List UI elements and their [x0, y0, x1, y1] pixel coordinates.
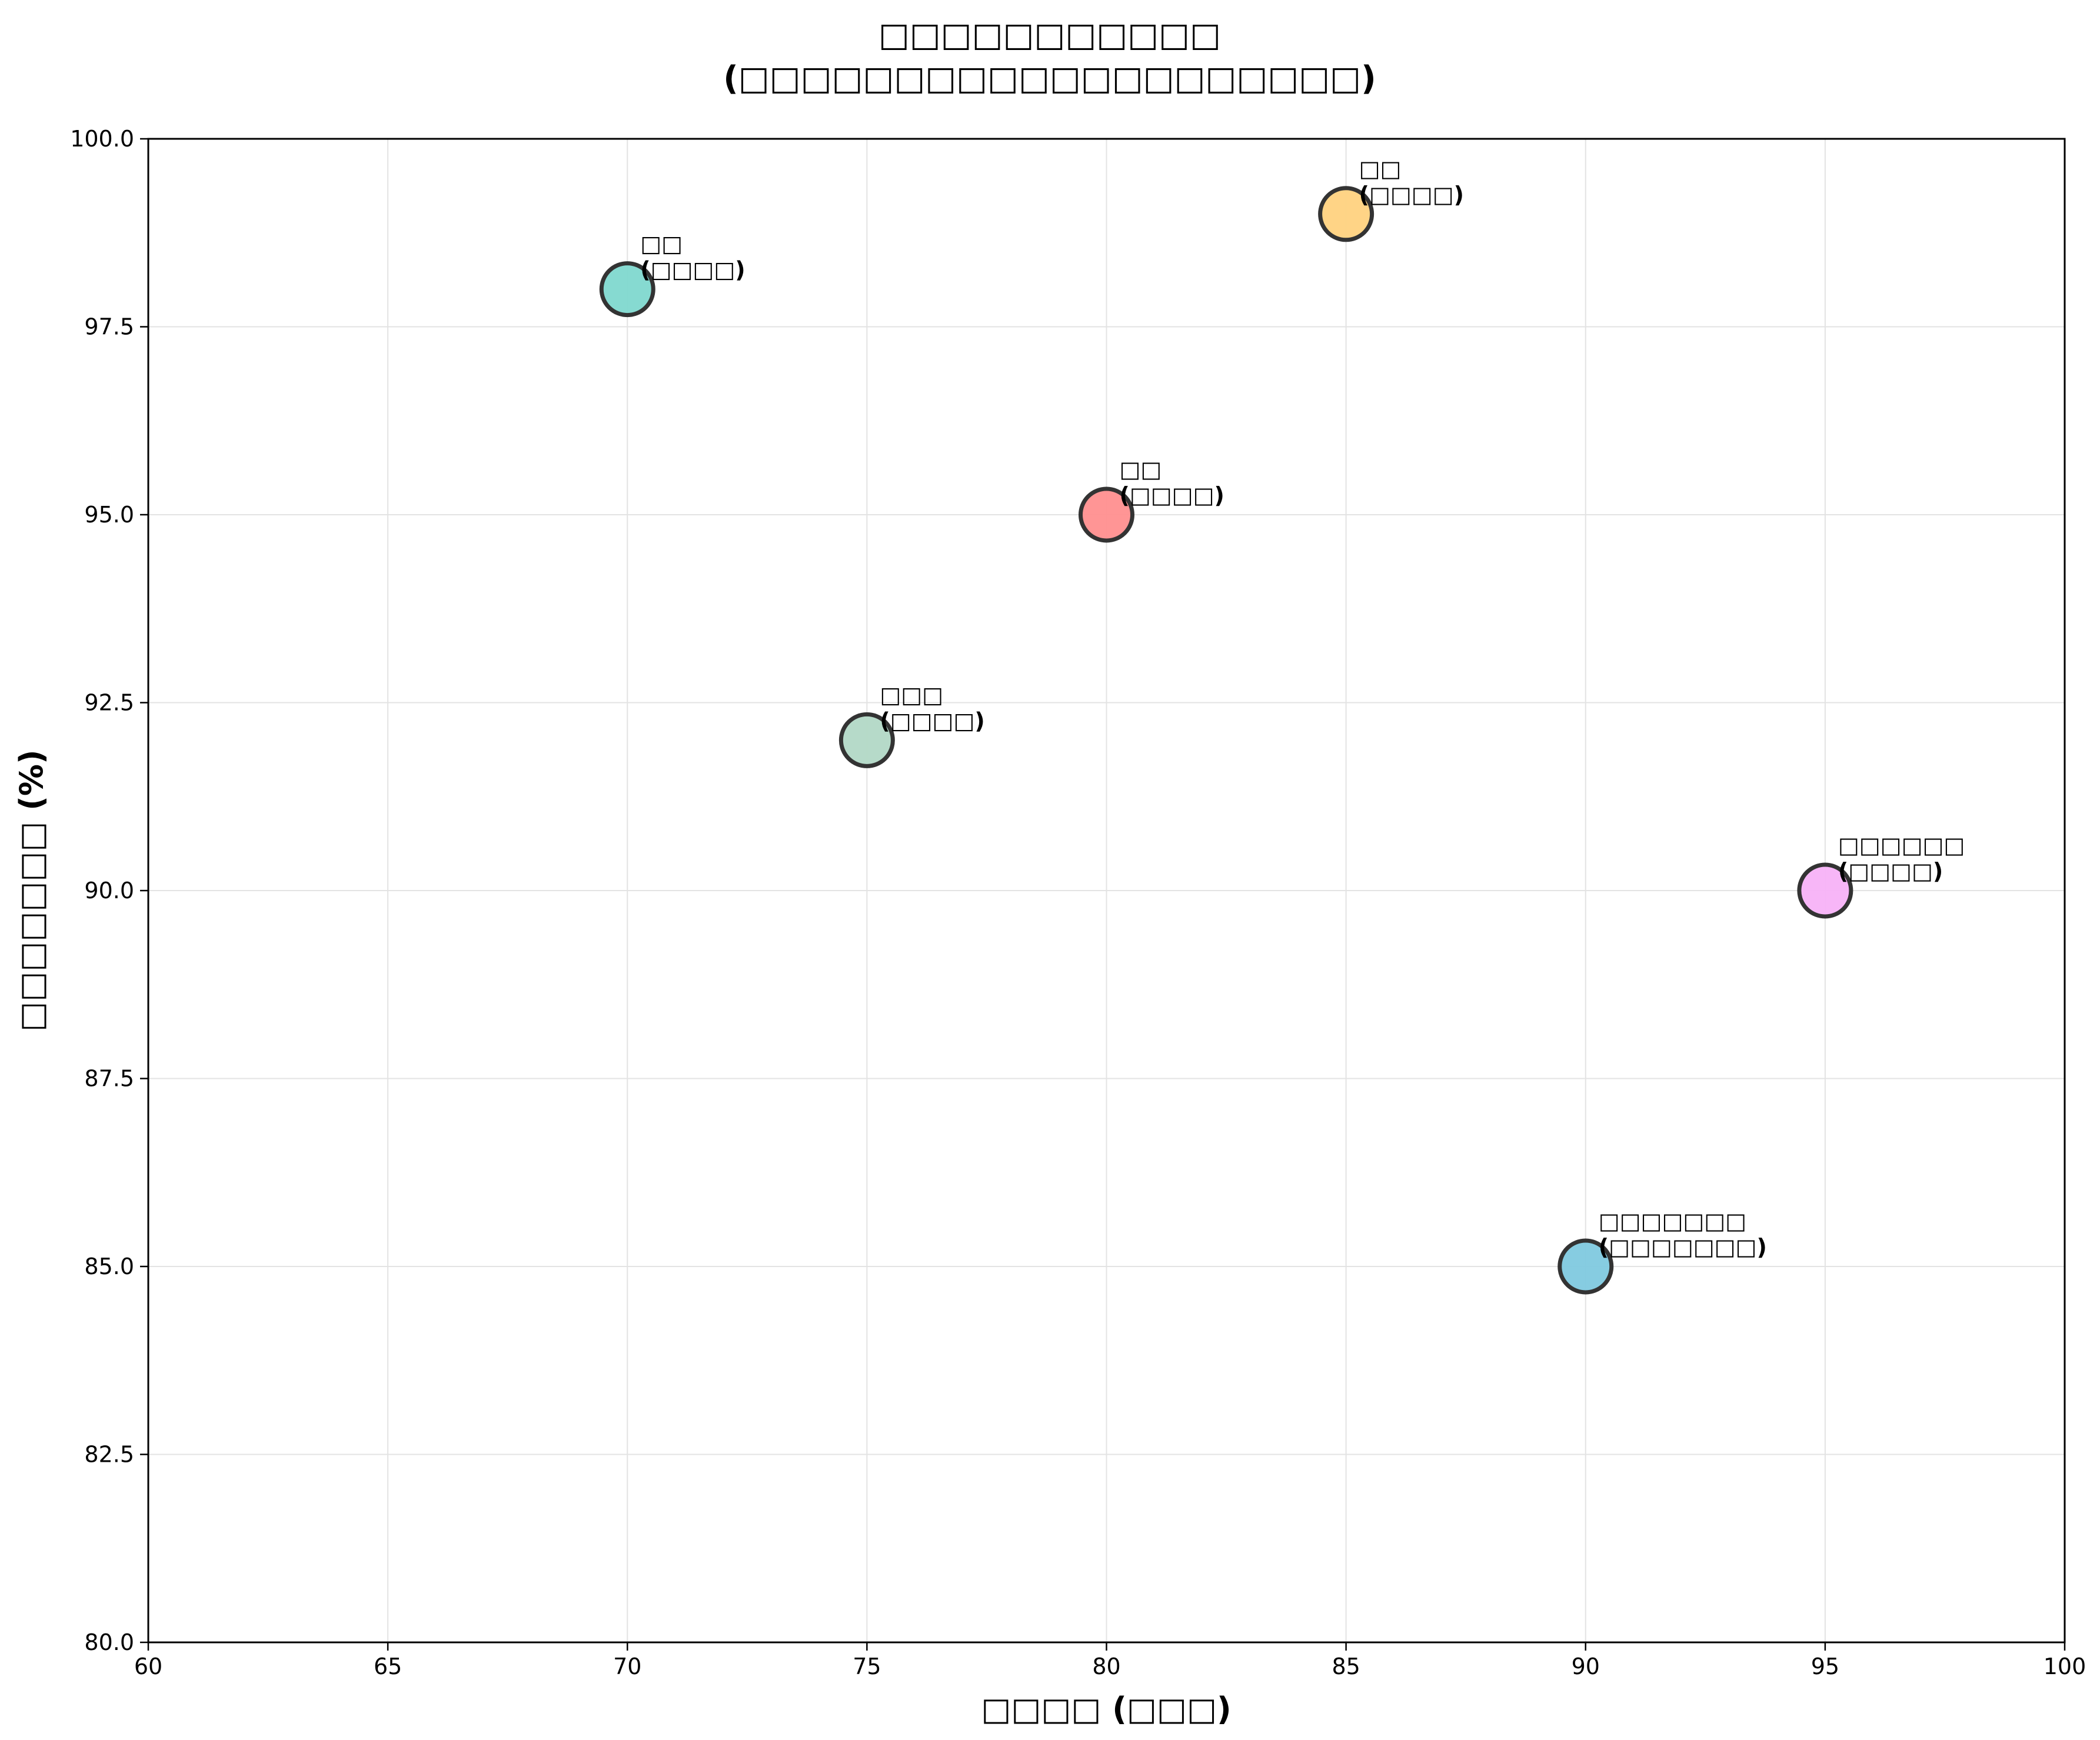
- point-label-detail: (□□□□): [640, 257, 745, 283]
- scatter-point: [1797, 862, 1853, 919]
- point-label-name: □□□□□□: [1838, 832, 1965, 858]
- scatter-point: [838, 712, 895, 768]
- point-label-detail: (□□□□): [1120, 482, 1224, 508]
- scatter-point: [1079, 486, 1134, 543]
- scatter-point: [599, 261, 655, 318]
- point-label-detail: (□□□□□□□): [1599, 1234, 1767, 1260]
- point-label-name: □□□□□□□: [1599, 1208, 1746, 1234]
- chart-title-line-2: (□□□□□□□□□□□□□□□□□□□□): [723, 59, 1376, 98]
- y-tick-label: 87.5: [84, 1066, 134, 1092]
- chart-title-line-1: □□□□□□□□□□□: [878, 16, 1221, 54]
- axis-ticks: 60 65 70 75 80 85 90 95 100 80.0 82.5 85.0 87.5 90.0 9…: [70, 126, 2086, 1679]
- y-tick-label: 82.5: [84, 1442, 134, 1468]
- x-tick-label: 85: [1332, 1654, 1360, 1679]
- y-axis-label: □□□□□□□ (%): [13, 749, 50, 1031]
- x-axis-label: □□□□ (□□□): [981, 1691, 1231, 1728]
- point-label-detail: (□□□□): [880, 708, 984, 734]
- point-label-detail: (□□□□): [1838, 858, 1943, 884]
- x-tick-label: 60: [134, 1654, 162, 1679]
- scatter-point: [1318, 186, 1375, 242]
- x-tick-label: 80: [1092, 1654, 1120, 1679]
- x-tick-label: 75: [853, 1654, 881, 1679]
- y-tick-label: 97.5: [84, 314, 134, 340]
- x-tick-label: 100: [2044, 1654, 2086, 1679]
- y-tick-label: 85.0: [84, 1254, 134, 1279]
- point-label-name: □□□: [880, 682, 943, 708]
- x-tick-label: 70: [613, 1654, 641, 1679]
- point-label-name: □□: [1359, 156, 1402, 182]
- data-points: [599, 186, 1853, 1295]
- point-label-name: □□: [640, 231, 683, 257]
- x-tick-label: 90: [1572, 1654, 1600, 1679]
- y-tick-label: 95.0: [84, 502, 134, 528]
- y-tick-label: 80.0: [84, 1629, 134, 1655]
- y-tick-label: 100.0: [70, 126, 134, 152]
- point-label-detail: (□□□□): [1359, 182, 1464, 208]
- x-tick-label: 95: [1811, 1654, 1839, 1679]
- scatter-point: [1557, 1238, 1614, 1295]
- point-annotations: □□(□□□□)□□(□□□□)□□(□□□□)□□□(□□□□)□□□□□□(…: [640, 156, 1965, 1260]
- y-tick-label: 90.0: [84, 878, 134, 904]
- plot-frame: [147, 138, 2066, 1644]
- x-tick-label: 65: [374, 1654, 402, 1679]
- point-label-name: □□: [1120, 456, 1162, 482]
- y-tick-label: 92.5: [84, 690, 134, 716]
